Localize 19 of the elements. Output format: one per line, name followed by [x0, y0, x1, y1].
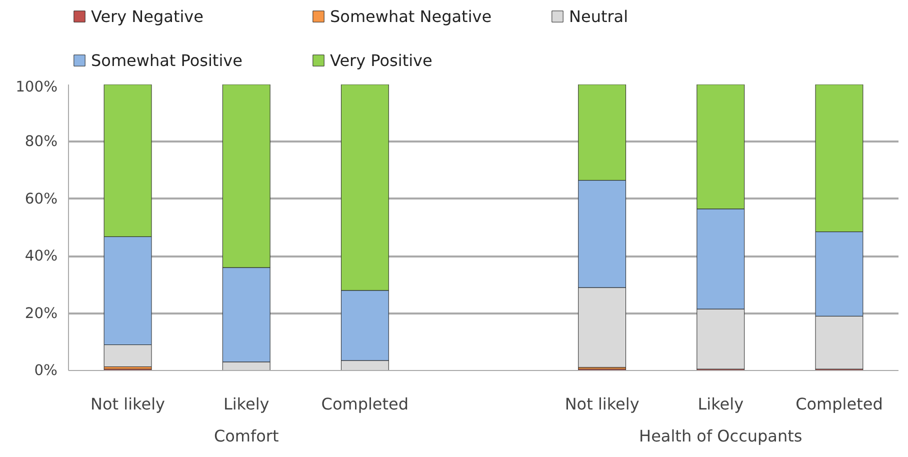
x-tick-label: Likely — [698, 394, 744, 414]
y-tick-label: 80% — [24, 133, 58, 150]
legend-label: Very Positive — [330, 50, 434, 72]
y-tick-label: 20% — [24, 304, 58, 322]
legend-label: Neutral — [569, 6, 630, 28]
legend-label: Somewhat Positive — [91, 50, 244, 72]
text: Comfort — [214, 426, 279, 446]
x-tick-label: Not likely — [90, 394, 166, 414]
y-tick-label: 0% — [34, 362, 58, 379]
x-tick-label: Likely — [223, 394, 270, 414]
y-tick-label: 100% — [16, 78, 58, 96]
legend-label: Somewhat Negative — [330, 6, 493, 28]
x-tick-label: Completed — [796, 394, 883, 414]
x-tick-label: Not likely — [564, 394, 640, 414]
x-tick-label: Completed — [321, 394, 409, 414]
y-tick-label: 60% — [24, 190, 58, 208]
legend-label: Very Negative — [91, 6, 204, 28]
text: Health of Occupants — [639, 426, 802, 446]
y-tick-label: 40% — [24, 248, 58, 265]
